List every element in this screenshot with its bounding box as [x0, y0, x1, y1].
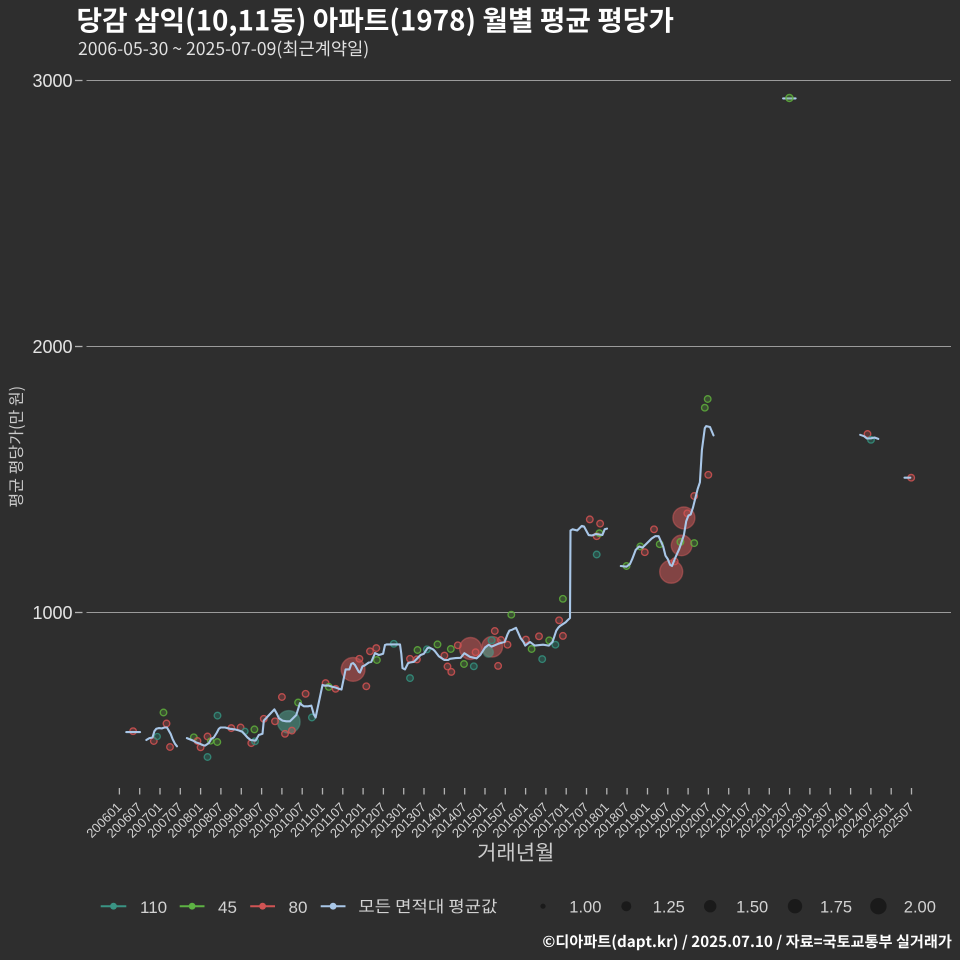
svg-text:80: 80 [289, 898, 308, 917]
svg-text:1000: 1000 [32, 603, 72, 623]
svg-text:3000: 3000 [32, 71, 72, 91]
svg-text:45: 45 [218, 898, 237, 917]
svg-text:2.00: 2.00 [904, 899, 936, 917]
svg-text:1.00: 1.00 [569, 899, 601, 917]
svg-text:1.50: 1.50 [736, 899, 768, 917]
svg-text:1.75: 1.75 [820, 899, 852, 917]
svg-text:1.25: 1.25 [653, 899, 685, 917]
svg-text:2000: 2000 [32, 337, 72, 357]
svg-text:110: 110 [140, 898, 167, 917]
